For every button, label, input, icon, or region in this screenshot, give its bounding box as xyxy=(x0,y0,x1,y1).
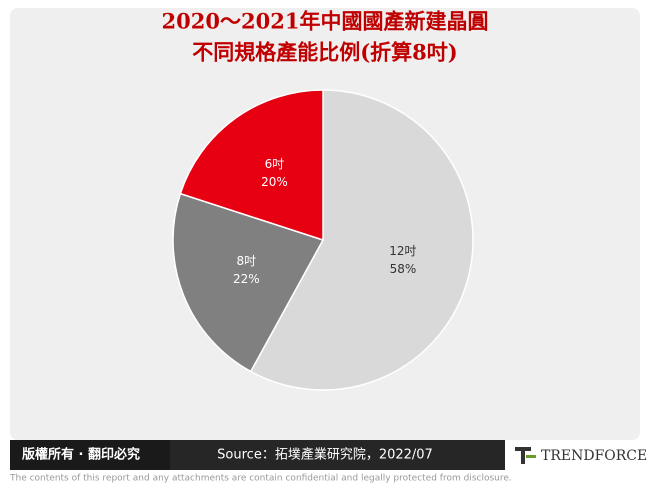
source: Source：拓墣產業研究院，2022/07 xyxy=(217,447,433,463)
footer-left xyxy=(10,440,170,470)
copyright: 版權所有 · 翻印必究 xyxy=(22,447,140,463)
slice-label: 8吋 xyxy=(236,254,256,268)
value-label: 20% xyxy=(261,175,288,189)
logo-text: TRENDFORCE xyxy=(541,448,647,464)
pie-slice xyxy=(249,89,474,391)
logo-icon xyxy=(515,447,531,464)
chart-title: 2020～2021年中國國產新建晶圓 xyxy=(162,9,489,34)
pie-slice xyxy=(172,192,325,373)
pie-slice xyxy=(179,89,324,242)
value-label: 58% xyxy=(390,262,417,276)
slice-label: 12吋 xyxy=(389,244,416,258)
logo-icon xyxy=(526,455,536,458)
chart-title: 不同規格產能比例(折算8吋) xyxy=(192,40,457,65)
slice-label: 6吋 xyxy=(265,157,285,171)
pie: 12吋 58% 8吋 22% 6吋 20% xyxy=(172,89,474,391)
value-label: 22% xyxy=(233,272,260,286)
disclaimer: The contents of this report and any atta… xyxy=(9,474,512,484)
